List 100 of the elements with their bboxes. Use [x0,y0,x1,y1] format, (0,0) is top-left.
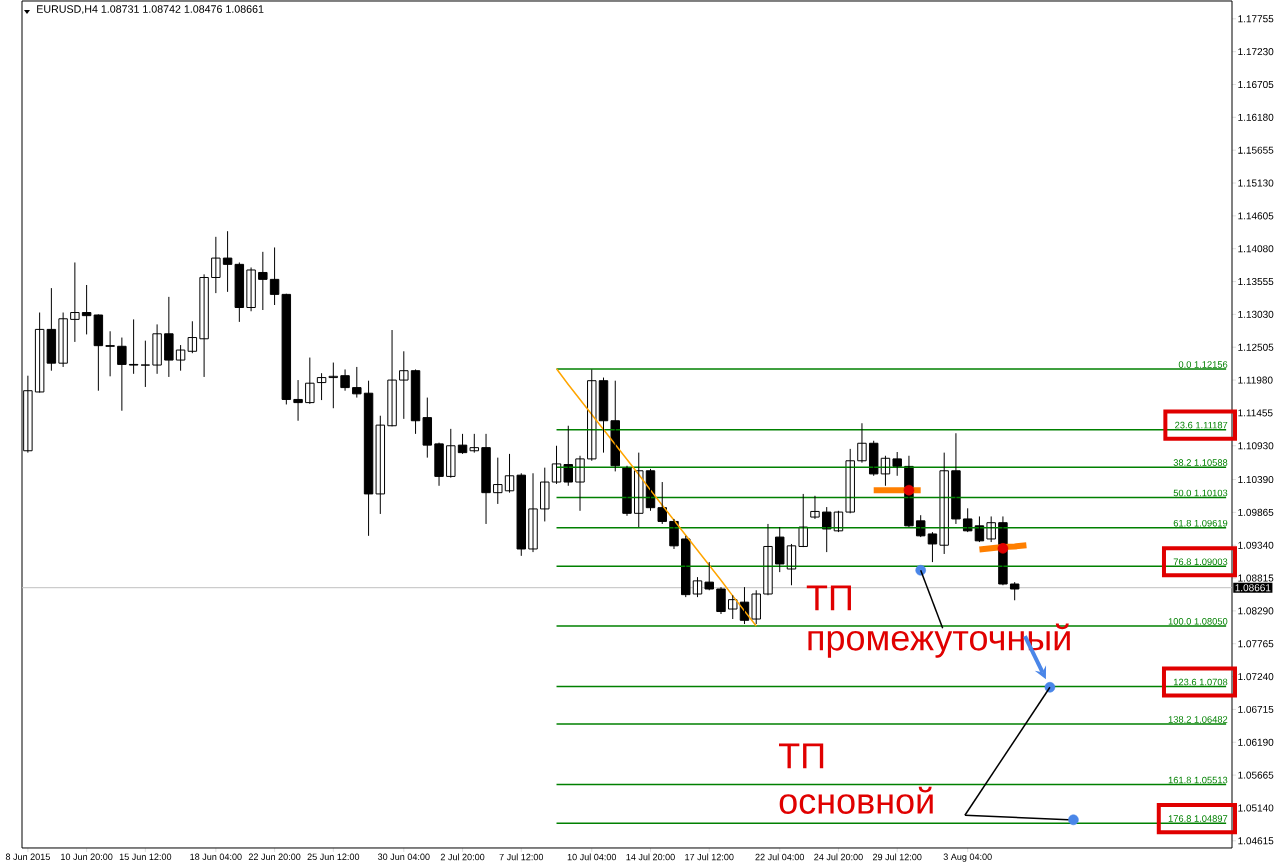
candlestick [105,330,115,377]
candlestick [939,452,949,555]
x-tick-label: 22 Jul 04:00 [755,853,805,861]
y-tick-label: 1.04615 [1238,837,1274,845]
x-tick-label: 17 Jul 12:00 [685,853,734,861]
series-label: 123.6 1.0708 [1173,678,1228,686]
chart-title: EURUSD,H4 1.08731 1.08742 1.08476 1.08661 [37,5,264,15]
y-tick-label: 1.14080 [1238,245,1274,253]
x-tick-label: 7 Jul 12:00 [499,853,544,861]
x-tick-label: 18 Jun 04:00 [190,853,242,860]
candlestick [305,357,315,405]
candlestick [175,344,186,372]
point [903,484,915,496]
candlestick [845,448,855,514]
y-tick-label: 1.07240 [1238,673,1274,681]
candlestick [751,589,761,625]
x-tick-label: 24 Jul 20:00 [814,853,863,861]
candlestick [516,472,527,557]
candlestick [1009,581,1020,601]
x-tick-label: 15 Jun 12:00 [119,853,172,860]
candlestick [211,236,221,294]
y-tick-label: 1.14605 [1238,212,1274,220]
candlestick [810,495,820,520]
annotation: ТП промежуточный [806,585,1070,658]
x-tick-label: 14 Jul 20:00 [626,853,675,861]
y-tick-label: 1.15655 [1238,146,1274,154]
series-label: 161.8 1.05513 [1168,776,1228,784]
candlestick [821,506,832,553]
series-label: 100.0 1.08050 [1168,618,1228,625]
y-tick-label: 1.17230 [1238,48,1274,56]
candlestick [422,397,433,459]
annotation: ТП основной [779,743,933,814]
candlestick [140,340,151,388]
candlestick [128,318,139,375]
y-tick-label: 1.13555 [1238,278,1274,286]
candlestick [187,320,198,354]
candlestick [399,350,409,420]
candlestick [587,368,597,462]
candlestick [93,313,104,392]
y-tick-label: 1.05140 [1238,804,1274,812]
x-tick-label: 10 Jul 04:00 [567,853,617,861]
candlestick [222,230,233,293]
y-tick-label: 1.10930 [1238,442,1274,450]
y-tick-label: 1.09340 [1238,541,1274,549]
candlestick [704,561,714,591]
candlestick [868,440,879,477]
candlestick [927,531,938,563]
candlestick [540,467,550,522]
candlestick [774,526,785,573]
series-label: 176.8 1.04897 [1168,815,1228,822]
x-tick-label: 22 Jun 20:00 [248,853,301,860]
y-tick-label: 1.16705 [1238,80,1274,89]
series-label: 138.2 1.06482 [1168,716,1228,723]
y-tick-label: 1.09865 [1238,508,1274,516]
series-label: 38.2 1.10588 [1173,459,1228,466]
candlestick [258,251,268,311]
point [1068,814,1079,826]
point [997,543,1009,554]
y-tick-label: 1.06715 [1238,705,1274,713]
ref-line-label: 1.08661 [1235,584,1271,592]
candlestick [681,535,691,598]
candlestick [634,452,644,528]
candlestick [352,366,362,399]
y-tick-label: 1.12505 [1238,343,1274,351]
candlestick [892,451,902,477]
y-tick-label: 1.11980 [1238,376,1273,384]
x-tick-label: 29 Jul 12:00 [872,853,922,861]
candlestick [692,576,703,598]
candlestick [457,433,468,455]
y-tick-label: 1.05665 [1238,771,1274,779]
candlestick [234,261,245,323]
candlestick [493,457,503,505]
series-label: 50.0 1.10103 [1173,489,1228,497]
candlestick [281,293,292,405]
candlestick [728,594,738,620]
x-tick-label: 3 Aug 04:00 [943,853,992,862]
candlestick [657,481,667,525]
y-tick-label: 1.16180 [1238,113,1274,121]
y-tick-label: 1.13030 [1238,310,1274,318]
x-tick-label: 25 Jun 12:00 [307,853,360,860]
y-tick-label: 1.11455 [1238,409,1273,417]
x-tick-label: 30 Jun 04:00 [377,853,430,860]
series-label: 76.8 1.09003 [1173,558,1228,566]
y-tick-label: 1.17755 [1238,15,1274,23]
y-tick-label: 1.15130 [1238,179,1274,187]
candlestick [328,362,339,409]
series-label: 0.0 1.12156 [1178,361,1228,368]
y-tick-label: 1.08815 [1238,574,1274,582]
candlestick [446,428,456,479]
candlestick [469,433,480,454]
x-tick-label: 2 Jul 20:00 [440,853,485,861]
x-tick-label: 8 Jun 2015 [5,853,50,860]
point [1044,681,1056,693]
y-tick-label: 1.06190 [1238,738,1274,746]
y-tick-label: 1.08290 [1238,607,1274,615]
series-label: 23.6 1.11187 [1175,421,1228,429]
candlestick [375,415,386,515]
y-tick-label: 1.07765 [1238,640,1274,648]
x-tick-label: 10 Jun 20:00 [61,853,113,860]
series-label: 61.8 1.09619 [1173,519,1228,527]
